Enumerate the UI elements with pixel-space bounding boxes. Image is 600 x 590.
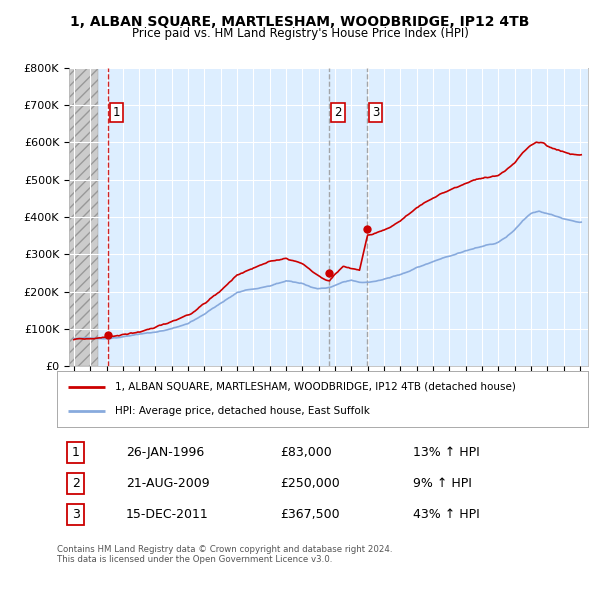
Text: 2: 2 [71,477,80,490]
Text: 15-DEC-2011: 15-DEC-2011 [126,508,209,521]
Text: Contains HM Land Registry data © Crown copyright and database right 2024.
This d: Contains HM Land Registry data © Crown c… [57,545,392,564]
Text: 9% ↑ HPI: 9% ↑ HPI [413,477,472,490]
Text: 1, ALBAN SQUARE, MARTLESHAM, WOODBRIDGE, IP12 4TB (detached house): 1, ALBAN SQUARE, MARTLESHAM, WOODBRIDGE,… [115,382,516,392]
Text: 26-JAN-1996: 26-JAN-1996 [126,446,204,459]
Text: 1: 1 [71,446,80,459]
Text: 2: 2 [334,106,341,119]
Text: £367,500: £367,500 [280,508,340,521]
Bar [69,68,98,366]
Text: Price paid vs. HM Land Registry's House Price Index (HPI): Price paid vs. HM Land Registry's House … [131,27,469,40]
Text: 43% ↑ HPI: 43% ↑ HPI [413,508,479,521]
Text: 3: 3 [71,508,80,521]
Text: £83,000: £83,000 [280,446,332,459]
Text: 1, ALBAN SQUARE, MARTLESHAM, WOODBRIDGE, IP12 4TB: 1, ALBAN SQUARE, MARTLESHAM, WOODBRIDGE,… [70,15,530,29]
Text: £250,000: £250,000 [280,477,340,490]
Text: HPI: Average price, detached house, East Suffolk: HPI: Average price, detached house, East… [115,407,370,417]
Text: 3: 3 [372,106,379,119]
Text: 21-AUG-2009: 21-AUG-2009 [126,477,209,490]
Text: 1: 1 [113,106,120,119]
Text: 13% ↑ HPI: 13% ↑ HPI [413,446,479,459]
